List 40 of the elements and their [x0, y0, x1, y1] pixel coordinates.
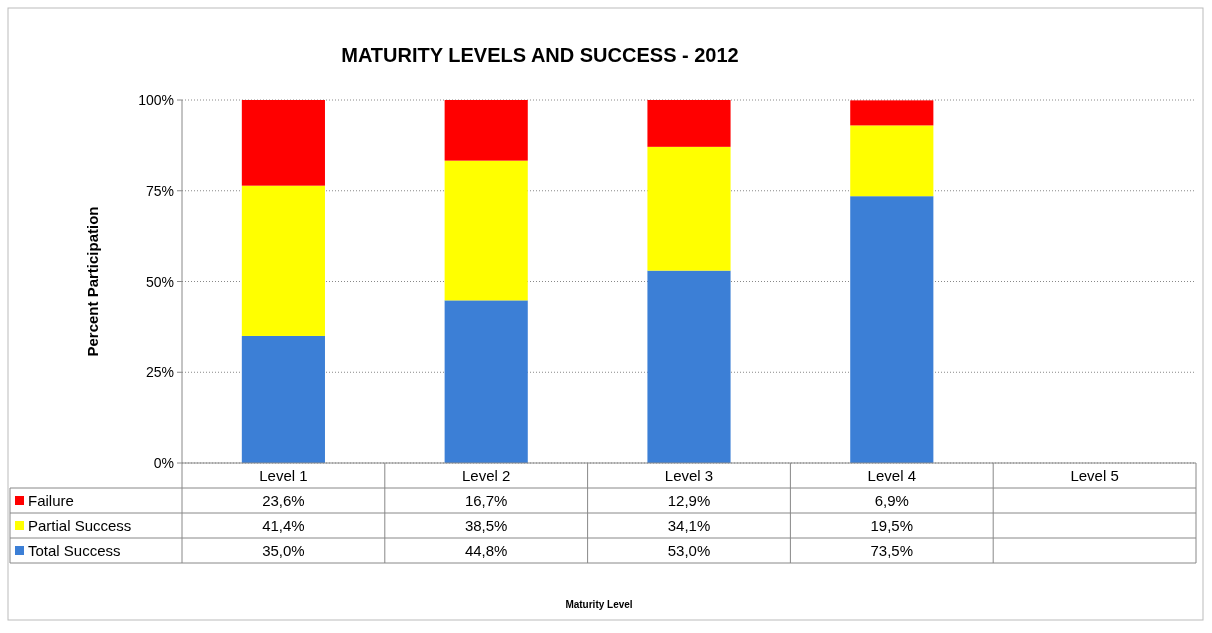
data-label: 53,0%	[667, 542, 711, 559]
bar	[444, 300, 528, 463]
data-label: 44,8%	[464, 542, 508, 559]
data-label: 6,9%	[874, 492, 909, 509]
bar	[647, 100, 731, 147]
y-axis-title: Percent Participation	[84, 206, 101, 357]
legend-label: Partial Success	[28, 517, 132, 534]
data-label: 12,9%	[667, 492, 711, 509]
bar	[850, 196, 934, 463]
bar	[647, 146, 731, 271]
y-tick-label: 0%	[153, 455, 174, 471]
bar	[444, 160, 528, 301]
x-tick-label: Level 3	[664, 467, 714, 484]
data-label: 35,0%	[262, 542, 305, 559]
text: Maturity Level	[565, 599, 633, 610]
y-tick-label: 100%	[138, 92, 174, 108]
data-label: 34,1%	[667, 517, 711, 534]
data-label: 23,6%	[262, 492, 305, 509]
x-tick-label: Level 1	[259, 467, 308, 484]
bar	[647, 270, 731, 463]
data-label: 73,5%	[870, 542, 914, 559]
chart-title: MATURITY LEVELS AND SUCCESS - 2012	[341, 44, 739, 66]
bar	[241, 100, 325, 186]
data-label: 38,5%	[464, 517, 508, 534]
x-tick-label: Level 2	[462, 467, 511, 484]
bar	[444, 100, 528, 161]
data-label: 19,5%	[870, 517, 914, 534]
bar	[850, 100, 934, 126]
bar	[241, 335, 325, 463]
x-tick-label: Level 5	[1070, 467, 1119, 484]
x-tick-label: Level 4	[867, 467, 916, 484]
data-label: 41,4%	[262, 517, 305, 534]
legend-label: Total Success	[28, 542, 121, 559]
bar	[850, 125, 934, 197]
bar	[241, 185, 325, 336]
y-tick-label: 50%	[145, 273, 174, 290]
legend-label: Failure	[28, 492, 74, 509]
y-tick-label: 75%	[145, 182, 174, 199]
data-label: 16,7%	[464, 492, 508, 509]
y-tick-label: 25%	[145, 364, 174, 381]
